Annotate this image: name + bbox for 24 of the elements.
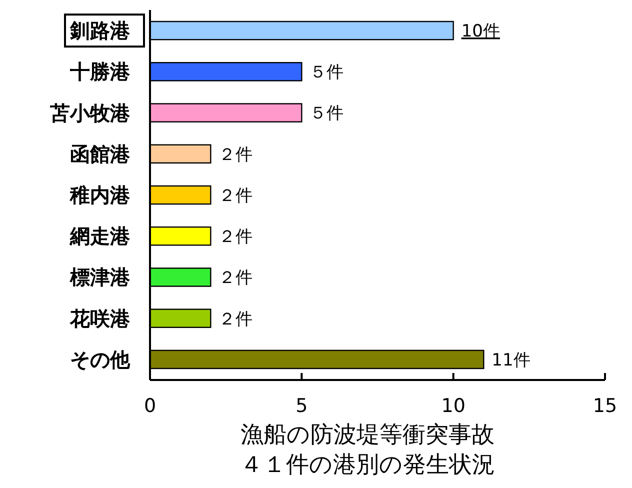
x-tick-label: 15 — [592, 395, 618, 417]
x-tick-label: 5 — [296, 395, 308, 417]
data-label: ２件 — [218, 144, 253, 165]
y-tick-label: 十勝港 — [69, 60, 131, 84]
data-label: 11件 — [492, 350, 530, 370]
x-tick-label: 0 — [144, 395, 156, 417]
y-tick-label: 花咲港 — [69, 306, 131, 330]
y-tick-label: 標津港 — [69, 265, 131, 290]
text: ４１件の港別の発生状況 — [240, 452, 495, 478]
y-tick-label: 函館港 — [70, 142, 131, 166]
data-label: ２件 — [218, 186, 253, 206]
data-label: ５件 — [310, 104, 344, 124]
y-tick-label: 苫小牧港 — [49, 100, 131, 125]
data-label: ２件 — [218, 227, 253, 248]
x-axis-title: 漁船の防波堤等衝突事故 — [240, 422, 494, 448]
data-label: 10件 — [461, 22, 500, 42]
data-label: ５件 — [310, 62, 344, 83]
data-label: ２件 — [218, 268, 253, 288]
y-tick-label: 稚内港 — [69, 183, 131, 207]
data-label: ２件 — [218, 309, 253, 330]
y-tick-label: 網走港 — [69, 224, 131, 248]
x-tick-label: 10 — [441, 395, 466, 417]
y-tick-label: 釧路港 — [69, 18, 131, 43]
y-tick-label: その他 — [70, 347, 131, 372]
